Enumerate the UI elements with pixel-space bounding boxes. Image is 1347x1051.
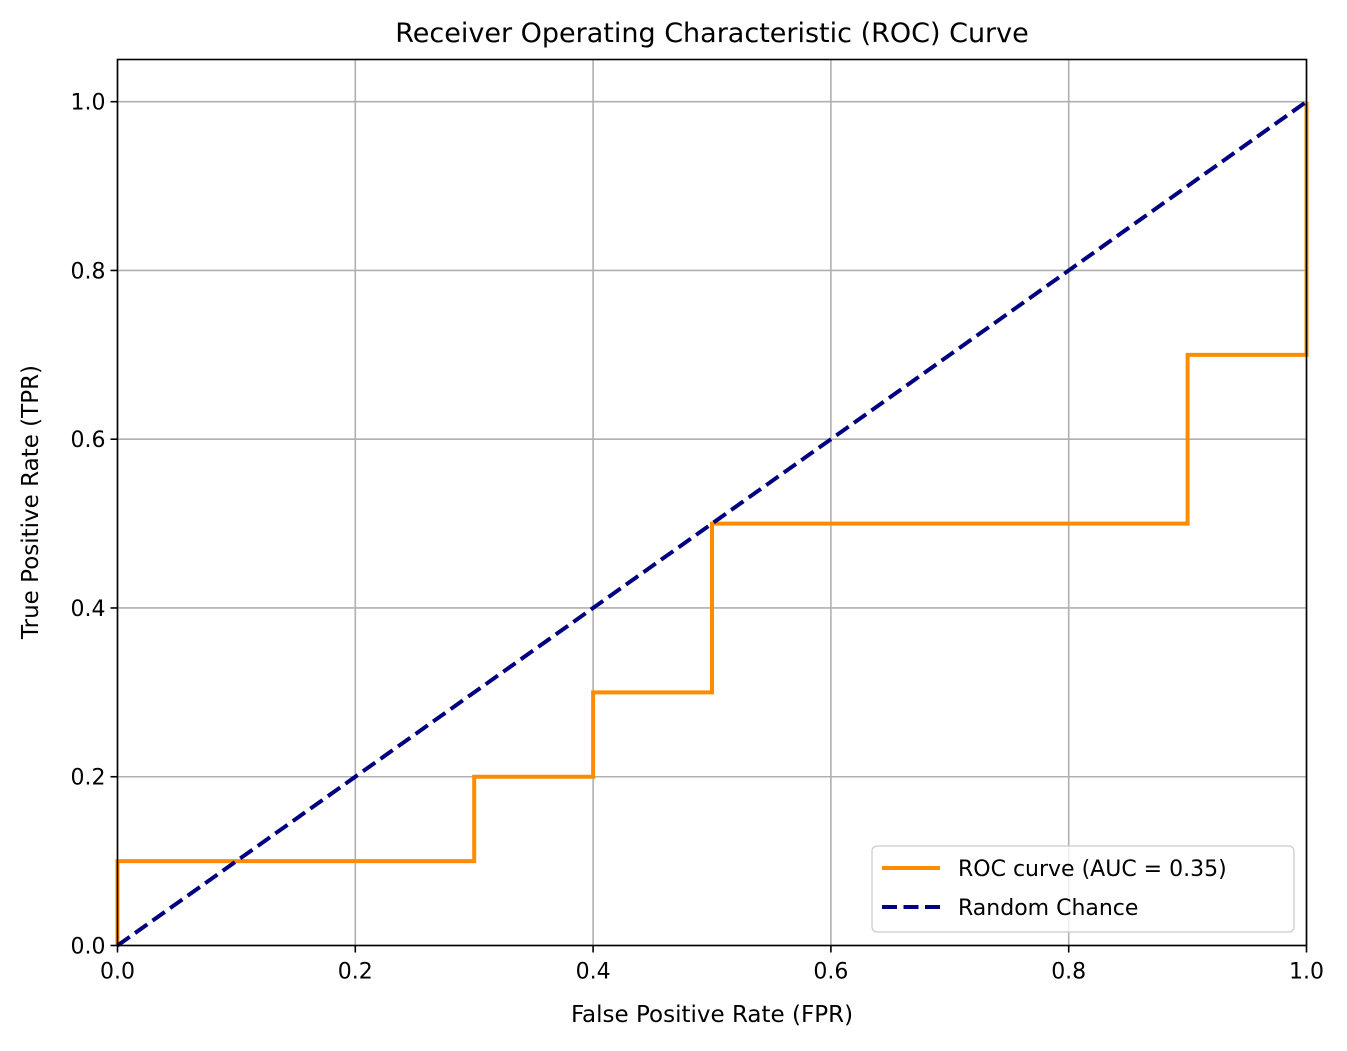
y-tick-label: 0.4	[71, 597, 106, 622]
legend-label-random-chance: Random Chance	[958, 896, 1138, 921]
chart-title: Receiver Operating Characteristic (ROC) …	[395, 18, 1029, 49]
x-tick-label: 0.4	[576, 960, 611, 985]
x-axis-label: False Positive Rate (FPR)	[571, 1002, 853, 1028]
legend: ROC curve (AUC = 0.35) Random Chance	[871, 845, 1295, 933]
plot-frame	[116, 58, 1308, 947]
random-chance-line	[116, 100, 1308, 948]
legend-label-roc-curve: ROC curve (AUC = 0.35)	[958, 857, 1227, 882]
y-tick-label: 0.0	[71, 935, 106, 960]
x-tick-label: 0.8	[1051, 960, 1086, 985]
x-tick-label: 0.2	[338, 960, 373, 985]
plot-series	[115, 100, 1309, 948]
y-tick-label: 0.6	[71, 428, 106, 453]
axis-ticks: 0.0 0.2 0.4 0.6 0.8 1.0 0.0 0.2 0.4 0.6 0.8 1.0	[71, 91, 1325, 985]
x-tick-label: 0.6	[813, 960, 848, 985]
y-tick-label: 1.0	[71, 91, 106, 116]
y-tick-label: 0.8	[71, 259, 106, 284]
y-axis-label: True Positive Rate (TPR)	[18, 365, 44, 640]
grid	[116, 59, 1308, 947]
x-tick-label: 1.0	[1289, 960, 1324, 985]
legend-box	[871, 845, 1295, 933]
x-tick-label: 0.0	[100, 960, 135, 985]
y-tick-label: 0.2	[71, 766, 106, 791]
roc-curve-line	[115, 101, 1309, 946]
